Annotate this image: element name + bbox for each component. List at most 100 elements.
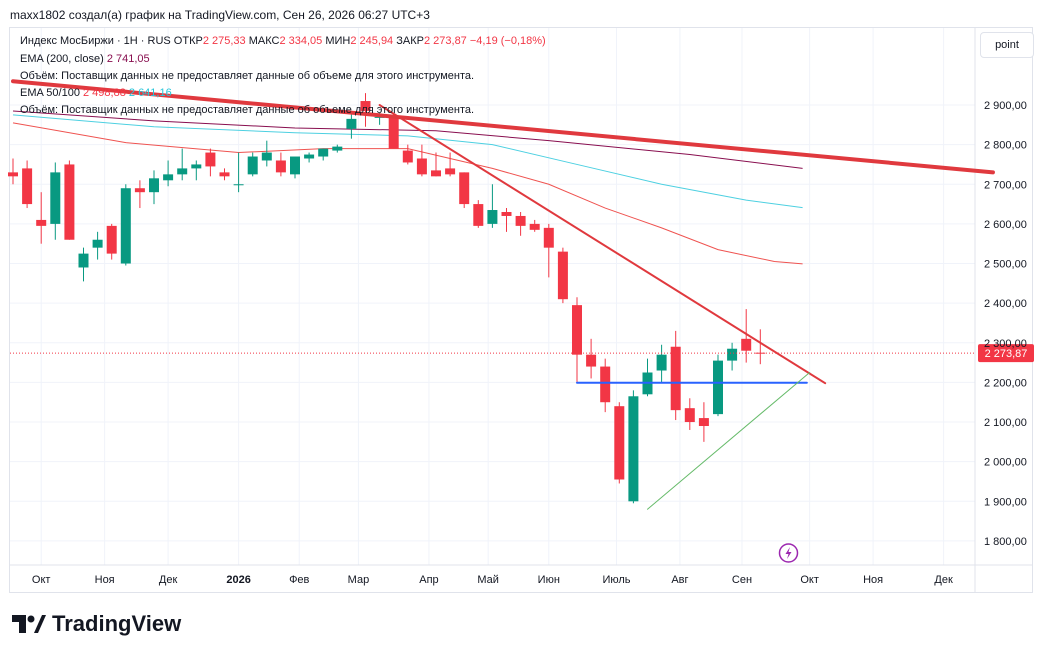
candle-body bbox=[670, 346, 681, 411]
x-tick-label: Окт bbox=[32, 574, 51, 586]
candle-body bbox=[177, 168, 188, 175]
tradingview-logo-icon bbox=[12, 615, 46, 633]
candle-body bbox=[8, 172, 18, 177]
candle-body bbox=[36, 219, 47, 226]
point-button[interactable]: point bbox=[980, 32, 1034, 58]
candle-body bbox=[275, 160, 286, 173]
candle-body bbox=[473, 204, 484, 226]
candle-body bbox=[290, 156, 300, 175]
candle-body bbox=[22, 168, 33, 205]
y-tick-label: 2 200,00 bbox=[984, 377, 1027, 389]
chart-attribution: maxx1802 создал(а) график на TradingView… bbox=[10, 8, 430, 22]
y-tick-label: 2 300,00 bbox=[984, 338, 1027, 350]
candle-body bbox=[529, 223, 540, 230]
candle-body bbox=[78, 253, 89, 268]
descending-resistance-short bbox=[378, 104, 827, 385]
legend-close: 2 273,87 bbox=[423, 35, 467, 47]
x-tick-label: Июн bbox=[538, 574, 560, 586]
descending-resistance-long bbox=[11, 79, 995, 175]
candle-body bbox=[106, 225, 117, 254]
legend-volume-note-2: Объём: Поставщик данных не предоставляет… bbox=[20, 104, 475, 116]
legend-ema200[interactable]: EMA (200, close) 2 741,05 bbox=[20, 53, 150, 65]
legend-symbol: Индекс МосБиржи · 1Н · RUS bbox=[20, 35, 171, 47]
x-tick-label: Июль bbox=[602, 574, 630, 586]
candle-body bbox=[727, 348, 738, 361]
y-tick-label: 2 600,00 bbox=[984, 219, 1027, 231]
legend-high: 2 334,05 bbox=[279, 35, 323, 47]
candle-body bbox=[163, 174, 174, 181]
candle-body bbox=[698, 418, 709, 427]
candle-body bbox=[374, 116, 385, 118]
candle-body bbox=[360, 101, 371, 111]
y-tick-label: 1 800,00 bbox=[984, 536, 1027, 548]
candle-body bbox=[416, 158, 427, 175]
candle-body bbox=[741, 338, 752, 351]
ema200-value: 2 741,05 bbox=[106, 53, 150, 65]
legend-volume-note-1: Объём: Поставщик данных не предоставляет… bbox=[20, 70, 475, 82]
x-tick-label: Апр bbox=[419, 574, 438, 586]
ema200-label: EMA (200, close) bbox=[20, 53, 104, 65]
x-tick-label: Дек bbox=[159, 574, 178, 586]
x-tick-label: 2026 bbox=[226, 574, 250, 586]
candle-body bbox=[501, 212, 512, 216]
chart-frame[interactable] bbox=[9, 27, 1033, 593]
x-tick-label: Сен bbox=[732, 574, 752, 586]
candle-body bbox=[247, 156, 258, 175]
legend-open-label: ОТКР bbox=[173, 35, 203, 47]
ema50-value: 2 498,88 bbox=[83, 87, 126, 99]
candle-body bbox=[205, 152, 216, 167]
candle-body bbox=[557, 251, 568, 300]
legend-ema50-100[interactable]: EMA 50/100 2 498,88 2 641,16 bbox=[20, 87, 172, 99]
x-tick-label: Авг bbox=[671, 574, 688, 586]
legend-low-label: МИН bbox=[325, 35, 351, 47]
ema200-line bbox=[12, 110, 803, 169]
candle-body bbox=[233, 184, 244, 186]
ema100-value: 2 641,16 bbox=[128, 87, 172, 99]
candle-body bbox=[92, 239, 103, 248]
y-tick-label: 2 700,00 bbox=[984, 179, 1027, 191]
legend-main: Индекс МосБиржи · 1Н · RUS ОТКР2 275,33 … bbox=[20, 35, 546, 47]
lightning-icon-bolt bbox=[785, 547, 792, 559]
candle-body bbox=[684, 408, 695, 423]
candle-body bbox=[628, 396, 639, 502]
candle-body bbox=[134, 188, 145, 193]
candle-body bbox=[64, 164, 75, 240]
candle-body bbox=[402, 150, 413, 163]
legend-change: −4,19 (−0,18%) bbox=[469, 35, 546, 47]
candle-body bbox=[191, 164, 202, 169]
candle-body bbox=[332, 146, 343, 151]
candle-body bbox=[543, 227, 554, 248]
candle-body bbox=[318, 148, 329, 157]
ema50100-label: EMA 50/100 bbox=[20, 87, 80, 99]
candle-body bbox=[656, 354, 667, 371]
y-tick-label: 1 900,00 bbox=[984, 496, 1027, 508]
candle-body bbox=[459, 172, 470, 205]
legend-close-label: ЗАКР bbox=[396, 35, 424, 47]
candle-body bbox=[149, 178, 159, 193]
y-tick-label: 2 800,00 bbox=[984, 140, 1027, 152]
y-tick-label: 2 400,00 bbox=[984, 298, 1027, 310]
candle-body bbox=[120, 188, 131, 264]
x-tick-label: Ноя bbox=[863, 574, 883, 586]
candle-body bbox=[445, 168, 456, 175]
legend-open: 2 275,33 bbox=[202, 35, 246, 47]
x-tick-label: Окт bbox=[800, 574, 819, 586]
candle-body bbox=[614, 406, 625, 480]
candle-body bbox=[600, 366, 611, 403]
tradingview-logo[interactable]: TradingView bbox=[12, 611, 181, 637]
y-tick-label: 2 500,00 bbox=[984, 259, 1027, 271]
x-tick-label: Май bbox=[477, 574, 499, 586]
ema50-line bbox=[12, 122, 803, 265]
candle-body bbox=[261, 152, 272, 161]
legend-low: 2 245,94 bbox=[350, 35, 394, 47]
candle-body bbox=[50, 172, 61, 224]
candle-body bbox=[586, 354, 597, 367]
legend-high-label: МАКС bbox=[248, 35, 280, 47]
candle-body bbox=[515, 215, 526, 226]
ema100-line bbox=[12, 114, 803, 209]
candle-body bbox=[487, 210, 498, 224]
x-tick-label: Ноя bbox=[95, 574, 115, 586]
tradingview-brand: TradingView bbox=[52, 611, 182, 636]
last-price-label: 2 273,87 bbox=[985, 348, 1028, 360]
